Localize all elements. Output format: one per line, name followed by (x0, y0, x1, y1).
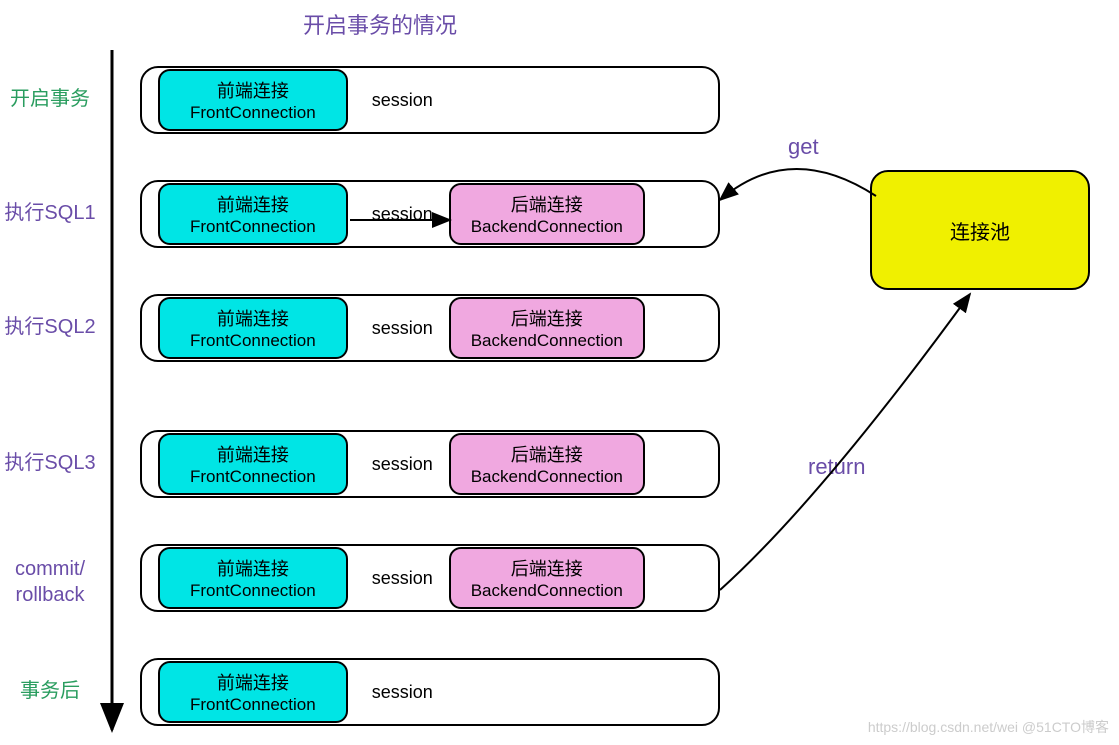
front-conn-cn: 前端连接 (217, 305, 289, 331)
row-box-1: 前端连接 FrontConnection session 后端连接 Backen… (140, 180, 720, 248)
row-label-0: 开启事务 (0, 82, 100, 111)
session-label: session (372, 204, 433, 225)
backend-conn-en: BackendConnection (471, 217, 623, 237)
front-conn-en: FrontConnection (190, 217, 316, 237)
backend-conn-en: BackendConnection (471, 467, 623, 487)
front-connection-box: 前端连接 FrontConnection (158, 547, 348, 609)
backend-connection-box: 后端连接 BackendConnection (449, 297, 645, 359)
backend-connection-box: 后端连接 BackendConnection (449, 547, 645, 609)
front-conn-cn: 前端连接 (217, 77, 289, 103)
front-connection-box: 前端连接 FrontConnection (158, 183, 348, 245)
row-box-0: 前端连接 FrontConnection session (140, 66, 720, 134)
session-label: session (372, 568, 433, 589)
backend-conn-cn: 后端连接 (511, 441, 583, 467)
front-connection-box: 前端连接 FrontConnection (158, 661, 348, 723)
front-conn-cn: 前端连接 (217, 555, 289, 581)
session-label: session (372, 90, 433, 111)
watermark: https://blog.csdn.net/wei @51CTO博客 (868, 717, 1109, 737)
return-label: return (808, 454, 865, 480)
backend-connection-box: 后端连接 BackendConnection (449, 183, 645, 245)
backend-conn-cn: 后端连接 (511, 305, 583, 331)
diagram-title: 开启事务的情况 (280, 8, 480, 40)
row-label-3: 执行SQL3 (0, 446, 100, 475)
session-label: session (372, 318, 433, 339)
backend-conn-cn: 后端连接 (511, 191, 583, 217)
connection-pool-box: 连接池 (870, 170, 1090, 290)
front-conn-cn: 前端连接 (217, 669, 289, 695)
row-box-4: 前端连接 FrontConnection session 后端连接 Backen… (140, 544, 720, 612)
row-box-2: 前端连接 FrontConnection session 后端连接 Backen… (140, 294, 720, 362)
diagram-canvas: { "title": { "text": "开启事务的情况", "color":… (0, 0, 1119, 745)
front-connection-box: 前端连接 FrontConnection (158, 69, 348, 131)
row-label-5: 事务后 (0, 674, 100, 703)
session-label: session (372, 682, 433, 703)
backend-conn-en: BackendConnection (471, 581, 623, 601)
front-conn-en: FrontConnection (190, 467, 316, 487)
row-label-1: 执行SQL1 (0, 196, 100, 225)
front-conn-cn: 前端连接 (217, 191, 289, 217)
front-conn-cn: 前端连接 (217, 441, 289, 467)
front-connection-box: 前端连接 FrontConnection (158, 433, 348, 495)
front-connection-box: 前端连接 FrontConnection (158, 297, 348, 359)
row-box-3: 前端连接 FrontConnection session 后端连接 Backen… (140, 430, 720, 498)
front-conn-en: FrontConnection (190, 103, 316, 123)
pool-label: 连接池 (950, 216, 1010, 245)
front-conn-en: FrontConnection (190, 581, 316, 601)
backend-connection-box: 后端连接 BackendConnection (449, 433, 645, 495)
front-conn-en: FrontConnection (190, 695, 316, 715)
front-conn-en: FrontConnection (190, 331, 316, 351)
backend-conn-cn: 后端连接 (511, 555, 583, 581)
backend-conn-en: BackendConnection (471, 331, 623, 351)
row-label-2: 执行SQL2 (0, 310, 100, 339)
session-label: session (372, 454, 433, 475)
row-label-4: commit/rollback (0, 556, 100, 608)
get-label: get (788, 134, 819, 160)
row-box-5: 前端连接 FrontConnection session (140, 658, 720, 726)
